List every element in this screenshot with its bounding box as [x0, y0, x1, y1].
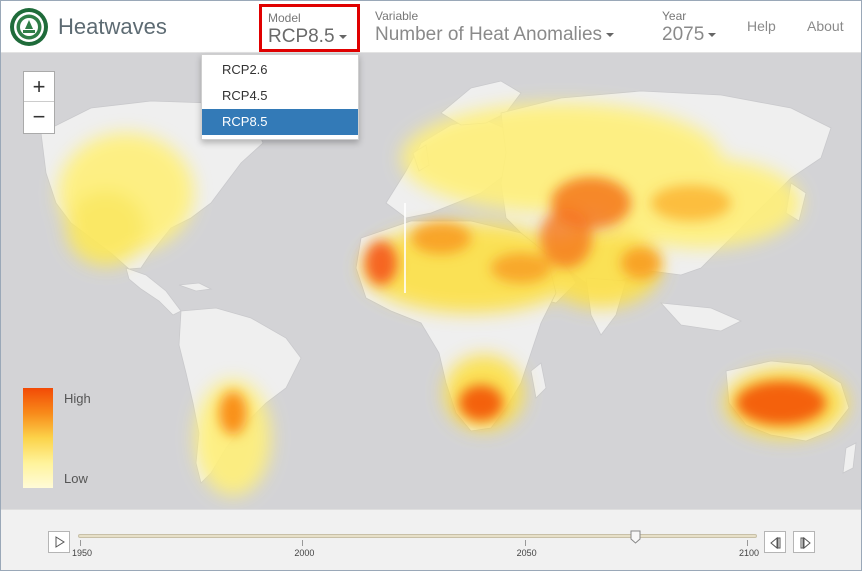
model-dropdown-menu: RCP2.6 RCP4.5 RCP8.5 [201, 54, 359, 140]
step-forward-icon [800, 536, 811, 550]
timeline-tick-label: 2000 [294, 548, 315, 558]
step-back-button[interactable] [764, 531, 786, 553]
app-title: Heatwaves [58, 14, 167, 39]
model-selector[interactable]: Model RCP8.5 [259, 4, 360, 52]
model-value: RCP8.5 [268, 26, 335, 47]
variable-label: Variable [375, 9, 419, 23]
legend: High Low [23, 388, 123, 488]
header: Heatwaves Model RCP8.5 Variable Number o… [1, 1, 861, 53]
timeline-tick-label: 2050 [516, 548, 537, 558]
timeline-tick [524, 540, 526, 546]
university-seal-logo [10, 8, 48, 46]
play-icon [55, 536, 65, 548]
help-link[interactable]: Help [747, 18, 776, 34]
play-button[interactable] [48, 531, 70, 553]
timeline-tick-label: 1950 [72, 548, 93, 558]
chevron-down-icon [338, 34, 347, 39]
step-forward-button[interactable] [793, 531, 815, 553]
variable-value: Number of Heat Anomalies [375, 24, 603, 45]
zoom-in-button[interactable]: + [24, 72, 54, 102]
year-value: 2075 [662, 24, 705, 45]
timeline-tick [747, 540, 748, 546]
model-label: Model [268, 11, 301, 25]
legend-low-label: Low [64, 471, 88, 486]
timeline-bar: 1950 2000 2050 2100 [1, 509, 861, 570]
map-canvas [40, 57, 857, 496]
year-label: Year [662, 9, 687, 23]
timeline-tick [302, 540, 304, 546]
chevron-down-icon [708, 32, 717, 37]
about-link[interactable]: About [807, 18, 844, 34]
step-back-icon [770, 536, 781, 550]
zoom-control: + − [23, 71, 55, 134]
legend-color-ramp [23, 388, 53, 488]
timeline-slider-thumb[interactable] [630, 530, 641, 544]
model-option-rcp26[interactable]: RCP2.6 [222, 62, 268, 77]
zoom-out-button[interactable]: − [32, 104, 46, 129]
model-option-rcp85[interactable]: RCP8.5 [202, 109, 358, 135]
timeline-tick [80, 540, 81, 546]
chevron-down-icon [606, 32, 615, 37]
world-map[interactable] [1, 53, 861, 509]
legend-high-label: High [64, 391, 91, 406]
heat-anomaly-layer [58, 103, 848, 496]
year-selector[interactable]: Year 2075 [662, 9, 717, 46]
variable-selector[interactable]: Variable Number of Heat Anomalies [375, 9, 615, 46]
timeline-slider-track[interactable] [78, 534, 757, 538]
timeline-tick-label: 2100 [739, 548, 760, 558]
model-option-rcp45[interactable]: RCP4.5 [222, 88, 268, 103]
